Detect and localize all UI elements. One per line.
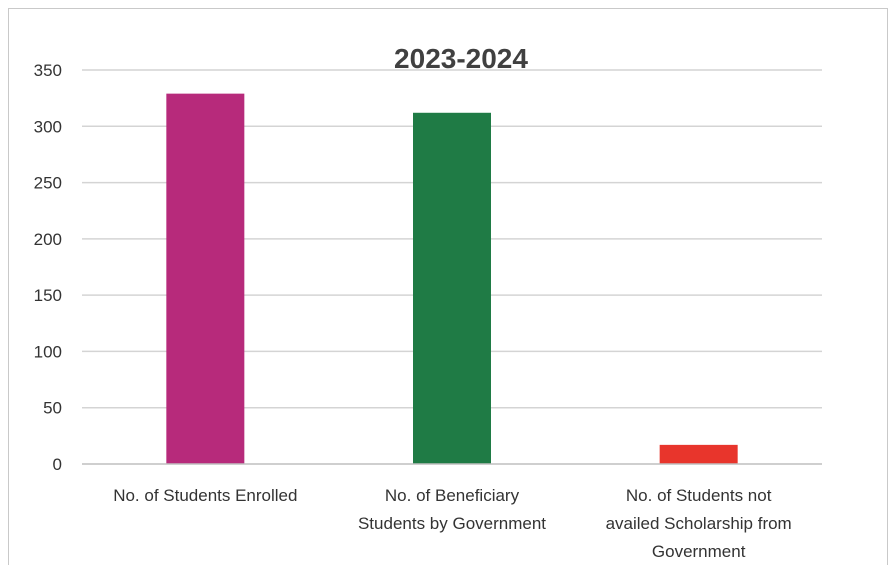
y-axis-ticks: 0 50 100 150 200 250 300 350 (34, 61, 62, 474)
chart-title: 2023-2024 (394, 43, 528, 74)
x-category-label-line: Government (652, 542, 746, 561)
x-category-label: No. of Students Enrolled (113, 486, 297, 505)
x-category-label-line: No. of Beneficiary (385, 486, 520, 505)
x-category-label-line: Students by Government (358, 514, 546, 533)
bars (166, 93, 738, 464)
y-tick-label: 100 (34, 342, 62, 361)
x-category-label: No. of Students not availed Scholarship f… (606, 486, 792, 561)
y-tick-label: 350 (34, 61, 62, 80)
y-tick-label: 50 (43, 399, 62, 418)
x-category-label-line: availed Scholarship from (606, 514, 792, 533)
y-tick-label: 150 (34, 286, 62, 305)
x-category-label-line: No. of Students not (626, 486, 772, 505)
y-tick-label: 300 (34, 117, 62, 136)
x-category-label: No. of Beneficiary Students by Government (358, 486, 546, 533)
x-category-label-line: No. of Students Enrolled (113, 486, 297, 505)
y-tick-label: 250 (34, 174, 62, 193)
bar (413, 112, 491, 464)
bar (659, 444, 738, 464)
y-tick-label: 200 (34, 230, 62, 249)
bar (166, 93, 245, 464)
y-tick-label: 0 (53, 455, 62, 474)
x-axis-category-labels: No. of Students Enrolled No. of Beneficia… (113, 486, 792, 561)
